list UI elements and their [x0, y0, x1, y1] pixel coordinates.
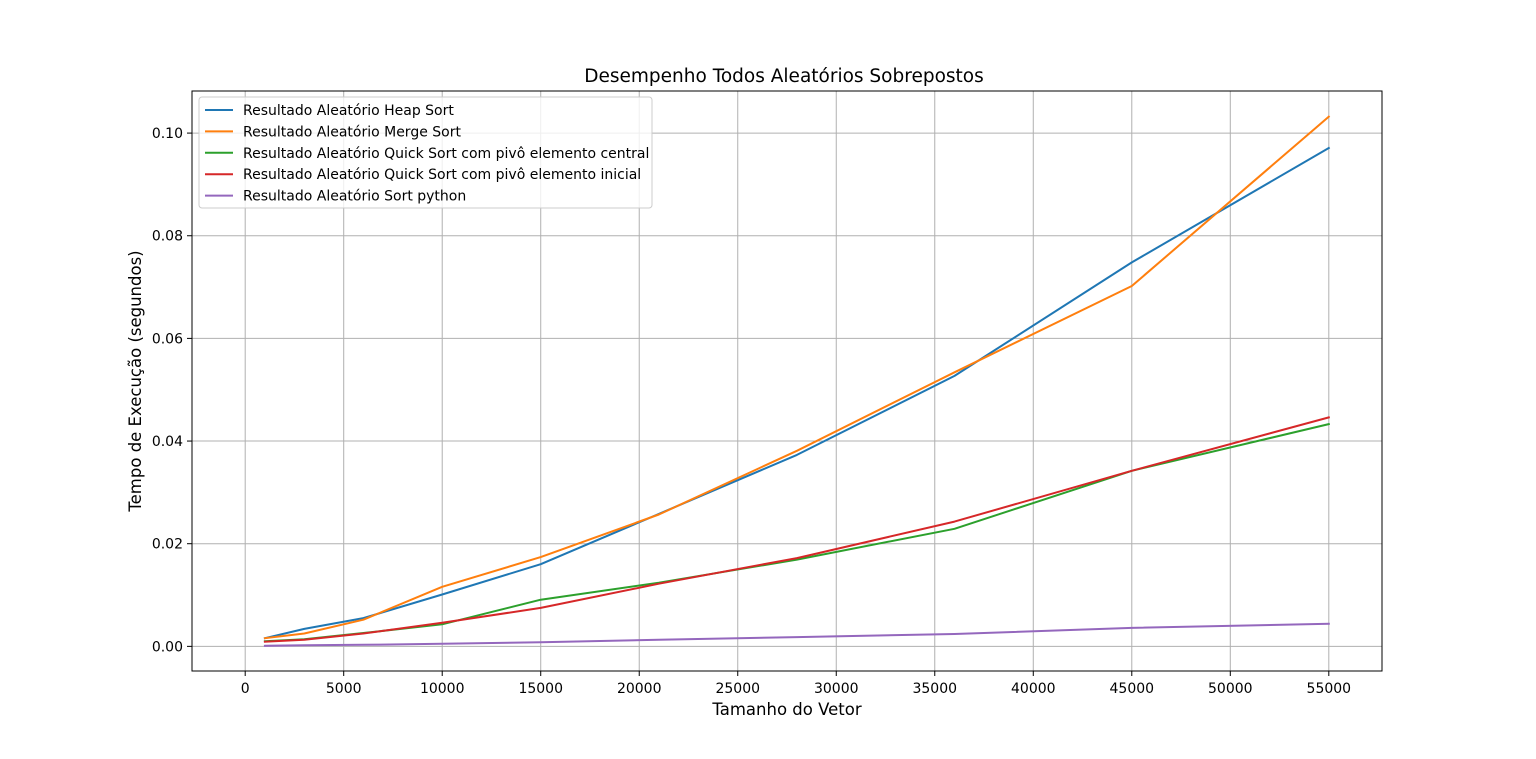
y-axis-ticks: 0.00 0.02 0.04 0.06 0.08 0.10 — [152, 126, 192, 655]
x-tick-label: 25000 — [715, 681, 760, 697]
series-lines — [263, 115, 1331, 647]
x-tick-label: 15000 — [518, 681, 563, 697]
x-axis-ticks: 0 5000 10000 15000 20000 25000 30000 35000 40000… — [241, 671, 1351, 697]
legend-label: Resultado Aleatório Quick Sort com pivô … — [243, 167, 641, 183]
legend-label: Resultado Aleatório Heap Sort — [243, 103, 454, 119]
y-axis-label: Tempo de Execução (segundos) — [126, 250, 145, 512]
x-tick-label: 50000 — [1208, 681, 1253, 697]
chart-title: Desempenho Todos Aleatórios Sobrepostos — [584, 66, 983, 87]
series-line-2 — [263, 115, 1331, 640]
y-tick-label: 0.08 — [152, 229, 183, 245]
y-tick-label: 0.00 — [152, 639, 183, 655]
x-tick-label: 45000 — [1110, 681, 1155, 697]
series-line-1 — [263, 146, 1331, 640]
x-tick-label: 30000 — [814, 681, 859, 697]
x-tick-label: 10000 — [420, 681, 465, 697]
x-tick-label: 0 — [241, 681, 250, 697]
y-tick-label: 0.06 — [152, 331, 183, 347]
y-tick-label: 0.02 — [152, 537, 183, 553]
legend-label: Resultado Aleatório Quick Sort com pivô … — [243, 146, 649, 162]
series-line-5 — [263, 622, 1330, 647]
x-tick-label: 40000 — [1011, 681, 1056, 697]
series-line-4 — [263, 416, 1331, 643]
legend-box — [198, 96, 653, 209]
x-tick-label: 55000 — [1307, 681, 1352, 697]
x-tick-label: 20000 — [617, 681, 662, 697]
y-tick-label: 0.10 — [152, 126, 183, 142]
legend-entries: Resultado Aleatório Heap Sort Resultado A… — [205, 103, 649, 205]
plot-frame — [191, 90, 1383, 672]
legend-label: Resultado Aleatório Merge Sort — [243, 124, 461, 140]
x-tick-label: 35000 — [912, 681, 957, 697]
x-axis-label: Tamanho do Vetor — [711, 700, 861, 719]
x-tick-label: 5000 — [326, 681, 362, 697]
legend-label: Resultado Aleatório Sort python — [243, 189, 466, 205]
legend: Resultado Aleatório Heap Sort Resultado A… — [198, 96, 653, 209]
y-tick-label: 0.04 — [152, 434, 183, 450]
